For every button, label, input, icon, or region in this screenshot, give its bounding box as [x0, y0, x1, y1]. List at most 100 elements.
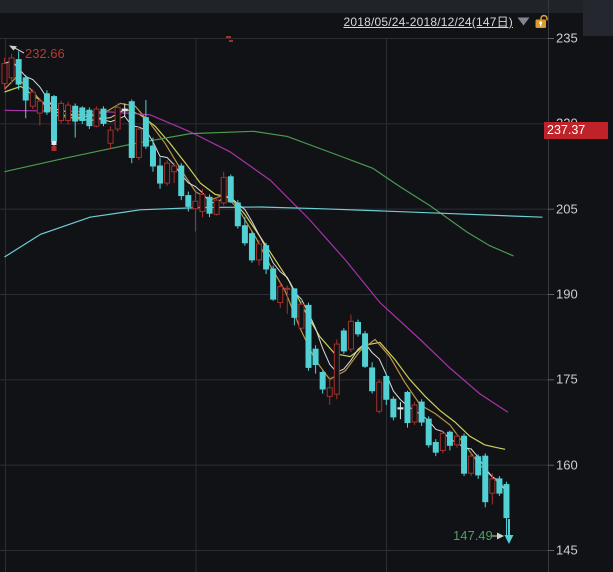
candle-down	[475, 456, 482, 476]
candle-up	[135, 128, 142, 158]
ma-cyan-line	[4, 206, 543, 258]
candle-down	[383, 375, 390, 400]
candle-down	[404, 391, 411, 424]
candle-up	[114, 106, 121, 130]
candle-up	[164, 162, 171, 184]
candle-up	[171, 165, 178, 173]
candle-down	[305, 304, 312, 368]
top-bar	[0, 0, 613, 13]
y-axis-tick-label: 235	[556, 30, 578, 46]
artifact-dash	[226, 36, 231, 38]
candle-down	[234, 202, 241, 227]
candle-down	[418, 401, 425, 423]
candle-up	[8, 57, 15, 79]
low-price-label: 147.49	[453, 528, 493, 543]
candle-down	[312, 348, 319, 366]
candle-down	[319, 372, 326, 390]
date-range-label[interactable]: 2018/05/24-2018/12/24(147日)	[343, 15, 513, 29]
candle-down	[100, 108, 107, 124]
high-price-label: 232.66	[25, 46, 65, 61]
candle-down	[128, 101, 135, 158]
candle-up	[489, 478, 496, 494]
y-axis-tick-label: 145	[556, 542, 578, 558]
candle-down	[248, 233, 255, 261]
candle-up	[107, 129, 114, 144]
candle-up	[347, 320, 354, 350]
trade-marker-red	[51, 146, 57, 151]
low-annotation-arrowhead	[497, 532, 504, 540]
candle-down	[72, 105, 79, 122]
candle-down	[157, 165, 164, 184]
candle-up	[298, 303, 305, 329]
candle-down	[50, 96, 57, 142]
candle-down	[432, 441, 439, 453]
axis-corner	[583, 0, 613, 36]
date-range-control[interactable]: 2018/05/24-2018/12/24(147日)	[343, 13, 550, 30]
artifact-dash	[229, 40, 233, 42]
candle-up	[333, 343, 340, 395]
candle-up	[36, 100, 43, 114]
candle-down	[340, 330, 347, 352]
unlocked-padlock-icon[interactable]	[534, 14, 550, 29]
candle-down	[355, 321, 361, 335]
candle-down	[15, 59, 22, 85]
y-axis-tick-label: 190	[556, 286, 578, 302]
candle-down	[43, 93, 50, 113]
ma-magenta-line	[4, 109, 509, 413]
candle-down	[270, 268, 277, 300]
candle-up	[199, 193, 206, 213]
drop-arrow-head	[504, 535, 514, 544]
candle-down	[425, 418, 432, 446]
candle-down	[79, 107, 86, 121]
candle-up	[326, 387, 333, 397]
candle-down	[369, 367, 376, 392]
candle-down	[178, 165, 185, 197]
candle-up	[256, 243, 263, 261]
candle-up	[65, 104, 72, 121]
candle-down	[503, 484, 510, 519]
candle-up	[192, 200, 199, 210]
candle-down	[461, 435, 468, 474]
last-price-badge: 237.37	[544, 122, 608, 139]
candle-up	[1, 63, 8, 85]
candle-up	[376, 381, 383, 412]
y-axis-tick-label: 175	[556, 371, 578, 387]
dropdown-triangle-icon[interactable]	[517, 17, 530, 26]
candle-down	[397, 407, 404, 410]
candle-down	[206, 196, 213, 214]
candle-down	[241, 225, 248, 244]
candle-up	[29, 91, 36, 107]
candle-down	[142, 117, 149, 147]
trade-marker-white	[51, 141, 57, 145]
candle-up	[93, 108, 100, 127]
candle-down	[227, 176, 234, 203]
candle-down	[22, 77, 29, 101]
y-axis-tick-label: 160	[556, 457, 578, 473]
candle-down	[86, 109, 93, 127]
y-axis-tick-label: 205	[556, 201, 578, 217]
candle-up	[277, 286, 284, 304]
candle-down	[291, 288, 298, 318]
candle-up	[220, 176, 227, 204]
candle-up	[453, 435, 460, 446]
candle-down	[263, 245, 270, 270]
candle-up	[284, 287, 291, 290]
candle-down	[390, 398, 397, 418]
candle-down	[121, 108, 128, 112]
candle-up	[213, 199, 220, 215]
high-annotation-arrowhead	[9, 45, 17, 51]
ma-green-line	[4, 130, 514, 257]
annotation-arrows	[9, 45, 514, 544]
candle-down	[496, 478, 503, 494]
candle-down	[482, 455, 489, 503]
candle-up	[411, 404, 418, 423]
candles	[1, 36, 510, 536]
price-axis-graphics	[548, 0, 554, 572]
candle-up	[468, 455, 475, 474]
candle-down	[446, 431, 453, 446]
candle-down	[149, 145, 156, 167]
candle-down	[185, 195, 192, 207]
ma-yellow-line	[4, 85, 506, 450]
